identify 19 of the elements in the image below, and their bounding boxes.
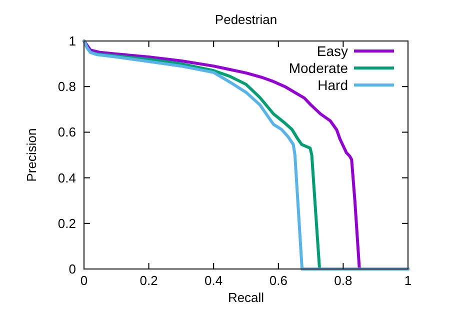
x-tick-label: 0 [80,273,88,288]
x-axis-title: Recall [228,290,264,305]
legend-label: Hard [318,77,348,93]
y-tick-label: 0.2 [58,216,76,231]
y-tick-label: 0.6 [58,124,76,140]
legend-label: Moderate [288,60,348,76]
x-tick-label: 0.2 [140,273,158,288]
y-tick-label: 0 [68,262,76,276]
chart-title: Pedestrian [214,12,278,27]
text: Easy [316,43,348,59]
x-tick-label: 0.6 [269,273,288,288]
y-tick-label: 0.4 [58,170,76,186]
y-tick-label: 1 [68,34,76,48]
x-tick-label: 1 [404,273,412,288]
y-tick-label: 0.8 [58,79,76,94]
x-tick-label: 0.8 [334,273,352,288]
x-tick-label: 0.4 [204,273,223,288]
line-series [82,40,410,270]
y-axis-title: Precision [24,128,39,182]
